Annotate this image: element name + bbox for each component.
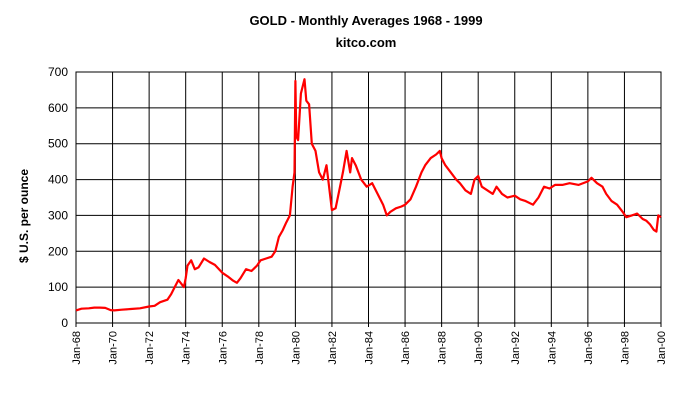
x-tick-label: Jan-84 [364, 331, 376, 365]
x-tick-label: Jan-68 [71, 331, 83, 365]
x-tick-label: Jan-96 [583, 331, 595, 365]
y-axis-label: $ U.S. per ounce [17, 169, 31, 263]
y-tick-label: 500 [48, 137, 68, 151]
plot-frame [75, 71, 662, 324]
series-line-gold [75, 78, 662, 312]
x-tick-label: Jan-92 [510, 331, 522, 365]
y-tick-label: 400 [48, 173, 68, 187]
x-tick-label: Jan-90 [473, 331, 485, 365]
x-tick-label: Jan-94 [546, 331, 558, 365]
chart-subtitle: kitco.com [336, 35, 397, 50]
x-tick-label: Jan-82 [327, 331, 339, 365]
x-tick-label: Jan-00 [656, 331, 668, 365]
x-tick-label: Jan-78 [254, 331, 266, 365]
x-tick-label: Jan-72 [144, 331, 156, 365]
x-tick-label: Jan-70 [108, 331, 120, 365]
x-tick-label: Jan-74 [181, 331, 193, 365]
y-tick-label: 0 [61, 316, 68, 330]
y-tick-label: 600 [48, 101, 68, 115]
x-tick-labels: Jan-68 Jan-70 Jan-72 Jan-74 Jan-76 Jan-78 Jan-… [71, 331, 668, 365]
y-tick-label: 300 [48, 208, 68, 222]
chart-title: GOLD - Monthly Averages 1968 - 1999 [249, 13, 482, 28]
x-tick-label: Jan-98 [619, 331, 631, 365]
y-tick-label: 200 [48, 244, 68, 258]
x-tick-label: Jan-88 [437, 331, 449, 365]
y-tick-label: 100 [48, 280, 68, 294]
x-tick-label: Jan-76 [217, 331, 229, 365]
y-tick-label: 700 [48, 65, 68, 79]
x-tick-label: Jan-86 [400, 331, 412, 365]
y-tick-labels: 0 100 200 300 400 500 600 700 [48, 65, 68, 330]
x-tick-label: Jan-80 [290, 331, 302, 365]
